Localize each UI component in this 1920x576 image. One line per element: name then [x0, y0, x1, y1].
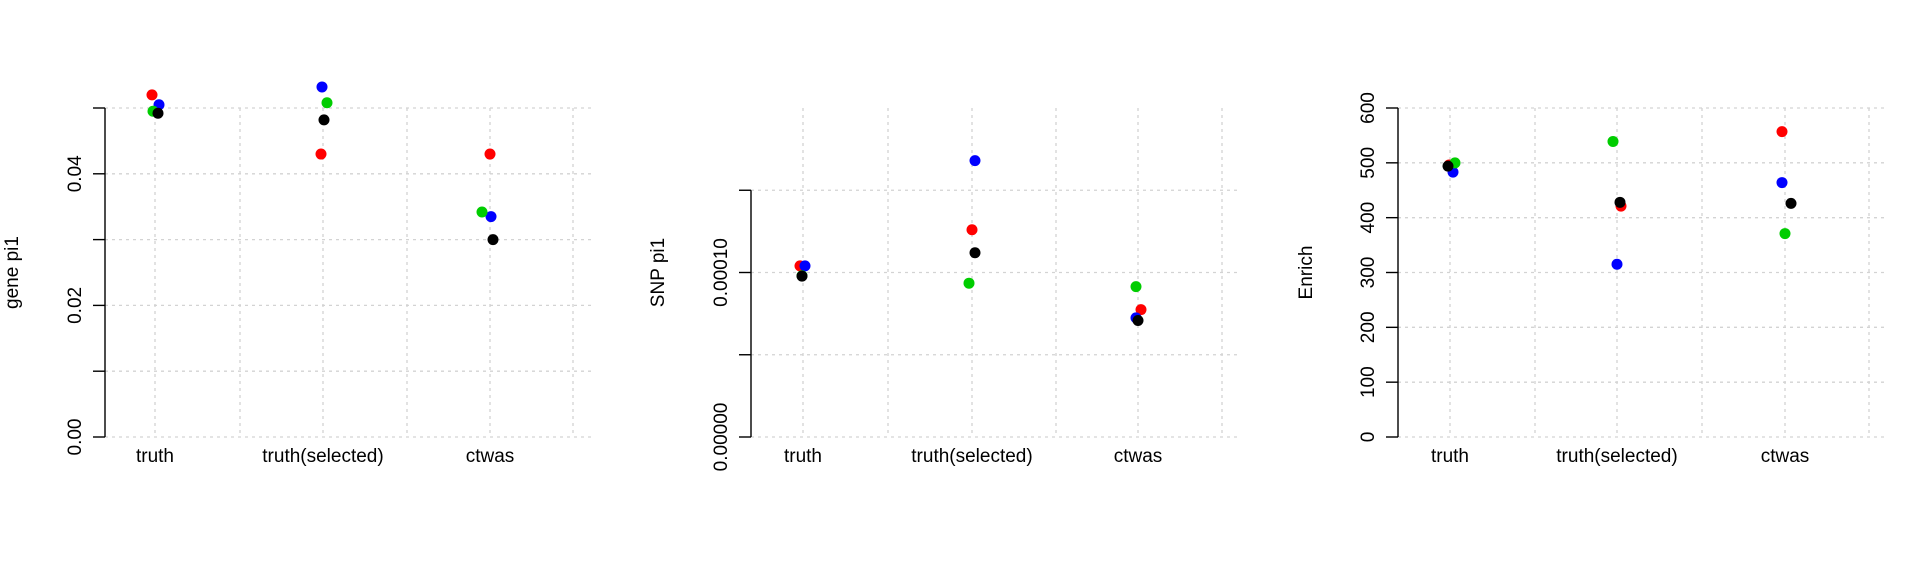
y-axis-title: gene pi1 [2, 236, 23, 309]
data-point [1442, 160, 1454, 172]
data-point [1776, 177, 1788, 189]
data-point [1779, 228, 1791, 240]
y-tick-label: 0.00 [65, 419, 86, 456]
grid [1398, 107, 1888, 438]
data-point [1611, 258, 1623, 270]
data-point [321, 97, 333, 109]
data-point [316, 81, 328, 93]
y-axis-title: Enrich [1296, 246, 1317, 300]
x-tick-label: ctwas [466, 446, 515, 467]
data-point [315, 148, 327, 160]
y-tick-label: 0.02 [65, 287, 86, 324]
points [1442, 126, 1797, 270]
data-point [485, 211, 497, 223]
data-point [487, 234, 499, 246]
data-point [1614, 196, 1626, 208]
chart-panel-2: 0.00000 0.00010 SNP pi1 truth truth(selected… [648, 108, 1240, 471]
data-point [1130, 281, 1142, 293]
x-tick-label: truth [784, 446, 822, 467]
data-point [146, 89, 158, 101]
y-tick-label: 300 [1358, 257, 1379, 289]
data-point [1776, 126, 1788, 138]
points [794, 155, 1147, 327]
grid [105, 107, 595, 438]
data-point [152, 107, 164, 119]
x-tick-label: truth [136, 446, 174, 467]
data-point [966, 224, 978, 236]
x-tick-label: truth(selected) [262, 446, 383, 467]
data-point [1132, 315, 1144, 327]
y-tick-label: 500 [1358, 147, 1379, 179]
y-tick-label: 0.04 [65, 155, 86, 192]
points [146, 81, 499, 246]
data-point [484, 148, 496, 160]
x-tick-label: truth [1431, 446, 1469, 467]
x-tick-label: truth(selected) [911, 446, 1032, 467]
y-tick-label: 400 [1358, 202, 1379, 234]
x-tick-label: ctwas [1114, 446, 1163, 467]
grid [751, 108, 1240, 438]
data-point [796, 270, 808, 282]
x-tick-label: truth(selected) [1556, 446, 1677, 467]
data-point [1785, 197, 1797, 209]
y-tick-label: 100 [1358, 366, 1379, 398]
chart-panel-1: 0.00 0.02 0.04 gene pi1 truth truth(selected)… [2, 81, 595, 467]
data-point [318, 114, 330, 126]
data-point [1135, 304, 1147, 316]
y-tick-label: 0 [1358, 432, 1379, 443]
data-point [963, 277, 975, 289]
x-tick-label: ctwas [1761, 446, 1810, 467]
data-point [799, 260, 811, 272]
y-axis-title: SNP pi1 [648, 238, 669, 307]
data-point [1607, 135, 1619, 147]
data-point [969, 247, 981, 259]
chart-panel-3: 0 100 200 300 400 500 600 Enrich truth truth(sele… [1296, 92, 1888, 467]
y-tick-label: 0.00010 [711, 238, 732, 307]
y-tick-label: 0.00000 [711, 403, 732, 472]
y-tick-label: 600 [1358, 92, 1379, 124]
data-point [969, 155, 981, 167]
y-tick-label: 200 [1358, 311, 1379, 343]
data-point [476, 206, 488, 218]
